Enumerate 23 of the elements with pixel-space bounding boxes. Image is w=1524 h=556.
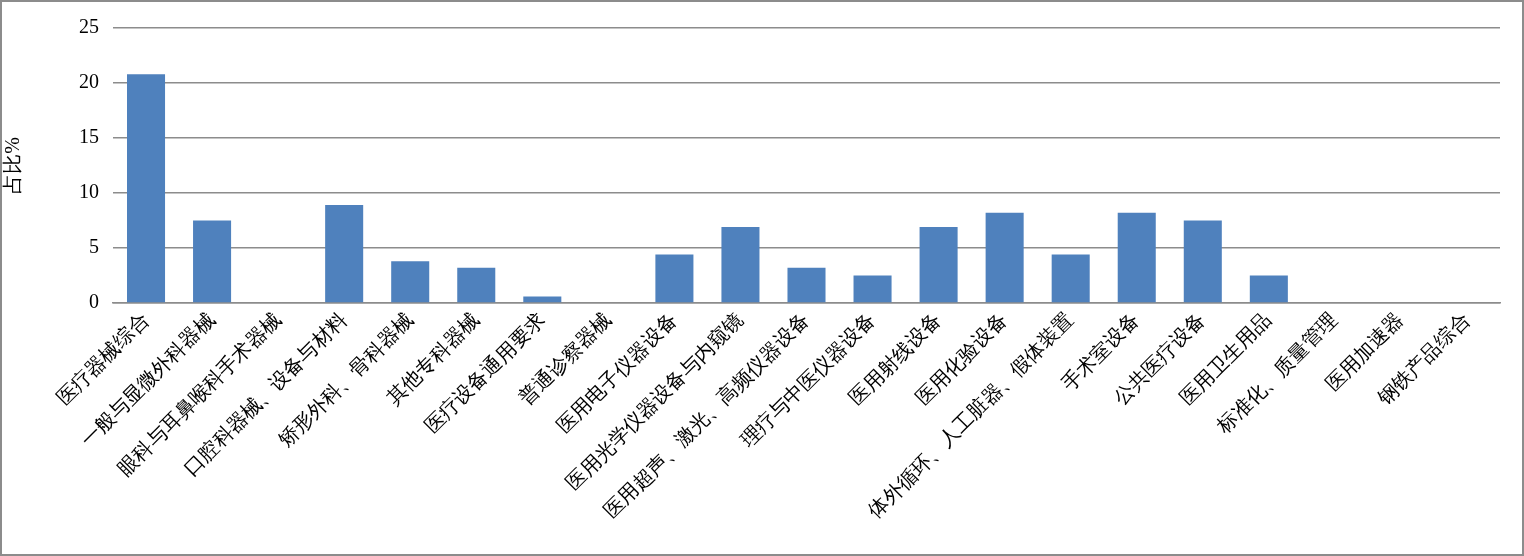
bar [193,220,232,303]
y-tick-label: 15 [79,125,99,148]
bar [1117,212,1156,303]
bar [721,227,760,303]
bar [655,254,694,303]
bar [985,212,1024,303]
bar [853,275,892,303]
bar [457,267,496,303]
y-tick-label: 10 [79,180,99,203]
y-tick-label: 20 [79,70,99,93]
bar [325,205,364,303]
bar [787,267,826,303]
bar [1249,275,1288,303]
bar [523,296,562,303]
bar [391,261,430,303]
y-tick-label: 5 [89,235,99,258]
bar [1183,220,1222,303]
bar [127,74,166,303]
y-axis-title: 占比% [1,137,24,194]
y-tick-label: 25 [79,15,99,38]
bar [919,227,958,303]
y-tick-label: 0 [89,290,99,313]
bar [1051,254,1090,303]
